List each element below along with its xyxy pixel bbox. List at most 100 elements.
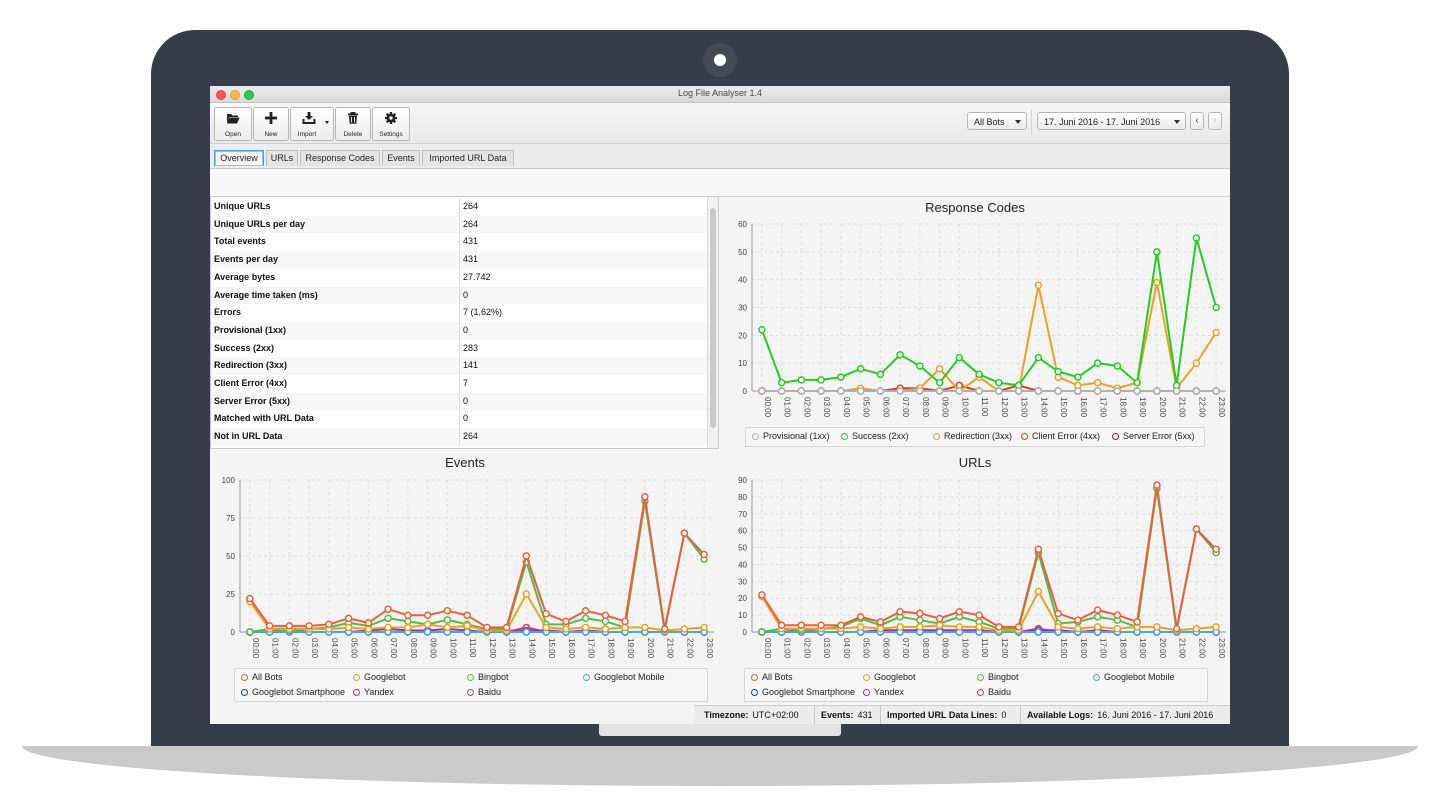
data-point[interactable]: [1054, 367, 1062, 376]
data-point[interactable]: [680, 529, 689, 537]
tab-response-codes[interactable]: Response Codes: [300, 150, 380, 166]
data-point[interactable]: [1172, 387, 1181, 395]
table-row[interactable]: Unique URLs per day 264: [211, 215, 708, 234]
data-point[interactable]: [700, 550, 708, 559]
data-point[interactable]: [1153, 387, 1161, 395]
data-point[interactable]: [601, 625, 610, 633]
data-point[interactable]: [285, 622, 294, 630]
data-point[interactable]: [246, 594, 254, 603]
tab-imported-url-data[interactable]: Imported URL Data: [422, 150, 514, 166]
data-point[interactable]: [935, 628, 944, 636]
data-point[interactable]: [1054, 387, 1062, 395]
delete-button[interactable]: Delete: [335, 107, 371, 141]
data-point[interactable]: [1153, 623, 1161, 631]
data-point[interactable]: [502, 623, 511, 632]
data-point[interactable]: [797, 621, 806, 629]
data-point[interactable]: [1074, 373, 1082, 381]
data-point[interactable]: [1034, 387, 1043, 395]
data-point[interactable]: [1212, 328, 1220, 337]
data-point[interactable]: [797, 387, 806, 395]
data-point[interactable]: [1034, 353, 1043, 362]
data-point[interactable]: [1153, 248, 1161, 256]
data-point[interactable]: [344, 614, 353, 623]
data-point[interactable]: [641, 492, 649, 501]
scrollbar-thumb[interactable]: [710, 208, 716, 428]
tab-events[interactable]: Events: [382, 150, 420, 166]
data-point[interactable]: [404, 611, 412, 620]
data-point[interactable]: [1014, 623, 1023, 631]
data-point[interactable]: [975, 370, 983, 379]
previous-date-button[interactable]: ‹: [1190, 112, 1204, 130]
data-point[interactable]: [777, 387, 786, 395]
data-point[interactable]: [935, 621, 944, 629]
stats-scrollbar[interactable]: [707, 197, 718, 448]
data-point[interactable]: [483, 623, 491, 632]
data-point[interactable]: [463, 611, 471, 620]
data-point[interactable]: [876, 387, 885, 395]
data-point[interactable]: [975, 611, 983, 619]
table-row[interactable]: Provisional (1xx) 0: [211, 321, 708, 340]
data-point[interactable]: [916, 609, 924, 618]
data-point[interactable]: [896, 623, 904, 631]
data-point[interactable]: [1212, 545, 1220, 553]
data-point[interactable]: [384, 614, 392, 623]
table-row[interactable]: Server Error (5xx) 0: [211, 392, 708, 411]
data-point[interactable]: [1074, 624, 1082, 633]
data-point[interactable]: [1093, 378, 1102, 387]
data-point[interactable]: [955, 623, 964, 631]
data-point[interactable]: [404, 623, 412, 632]
data-point[interactable]: [384, 605, 392, 613]
data-point[interactable]: [1093, 623, 1102, 631]
data-point[interactable]: [856, 623, 865, 631]
data-point[interactable]: [443, 606, 452, 615]
data-point[interactable]: [758, 326, 766, 334]
data-point[interactable]: [680, 625, 689, 633]
close-window-button[interactable]: [216, 90, 226, 100]
maximize-window-button[interactable]: [244, 90, 254, 100]
data-point[interactable]: [404, 617, 412, 626]
data-point[interactable]: [837, 373, 845, 381]
data-point[interactable]: [641, 623, 649, 632]
data-point[interactable]: [601, 611, 610, 620]
date-range-dropdown[interactable]: 17. Juni 2016 - 17. Juni 2016: [1037, 112, 1186, 130]
data-point[interactable]: [1054, 623, 1062, 631]
data-point[interactable]: [935, 387, 944, 395]
data-point[interactable]: [1192, 234, 1201, 242]
new-button[interactable]: New: [253, 107, 289, 141]
data-point[interactable]: [876, 624, 885, 633]
data-point[interactable]: [1192, 359, 1201, 367]
data-point[interactable]: [975, 623, 983, 631]
next-date-button[interactable]: ›: [1208, 112, 1222, 130]
data-point[interactable]: [1153, 481, 1161, 489]
data-point[interactable]: [876, 370, 885, 379]
data-point[interactable]: [1192, 387, 1201, 395]
data-point[interactable]: [1014, 387, 1023, 395]
data-point[interactable]: [758, 628, 766, 636]
data-point[interactable]: [1133, 618, 1141, 626]
data-point[interactable]: [955, 353, 964, 362]
data-point[interactable]: [935, 614, 944, 623]
data-point[interactable]: [916, 616, 924, 624]
table-row[interactable]: Client Error (4xx) 7: [211, 375, 708, 393]
data-point[interactable]: [935, 378, 944, 387]
data-point[interactable]: [522, 590, 531, 598]
data-point[interactable]: [522, 552, 531, 560]
data-point[interactable]: [995, 623, 1003, 631]
table-row[interactable]: Average bytes 27.742: [211, 268, 708, 287]
data-point[interactable]: [935, 364, 944, 373]
table-row[interactable]: Unique URLs 264: [211, 198, 708, 216]
data-point[interactable]: [1212, 623, 1220, 631]
table-row[interactable]: Average time taken (ms) 0: [211, 286, 708, 305]
data-point[interactable]: [463, 628, 471, 636]
data-point[interactable]: [423, 611, 432, 620]
data-point[interactable]: [1054, 609, 1062, 618]
table-row[interactable]: Redirection (3xx) 141: [211, 357, 708, 375]
open-button[interactable]: Open: [214, 107, 252, 141]
data-point[interactable]: [443, 623, 452, 632]
data-point[interactable]: [797, 376, 806, 384]
data-point[interactable]: [621, 623, 629, 632]
data-point[interactable]: [1172, 624, 1181, 633]
data-point[interactable]: [916, 362, 924, 370]
data-point[interactable]: [1113, 387, 1122, 395]
tab-overview[interactable]: Overview: [214, 150, 264, 166]
